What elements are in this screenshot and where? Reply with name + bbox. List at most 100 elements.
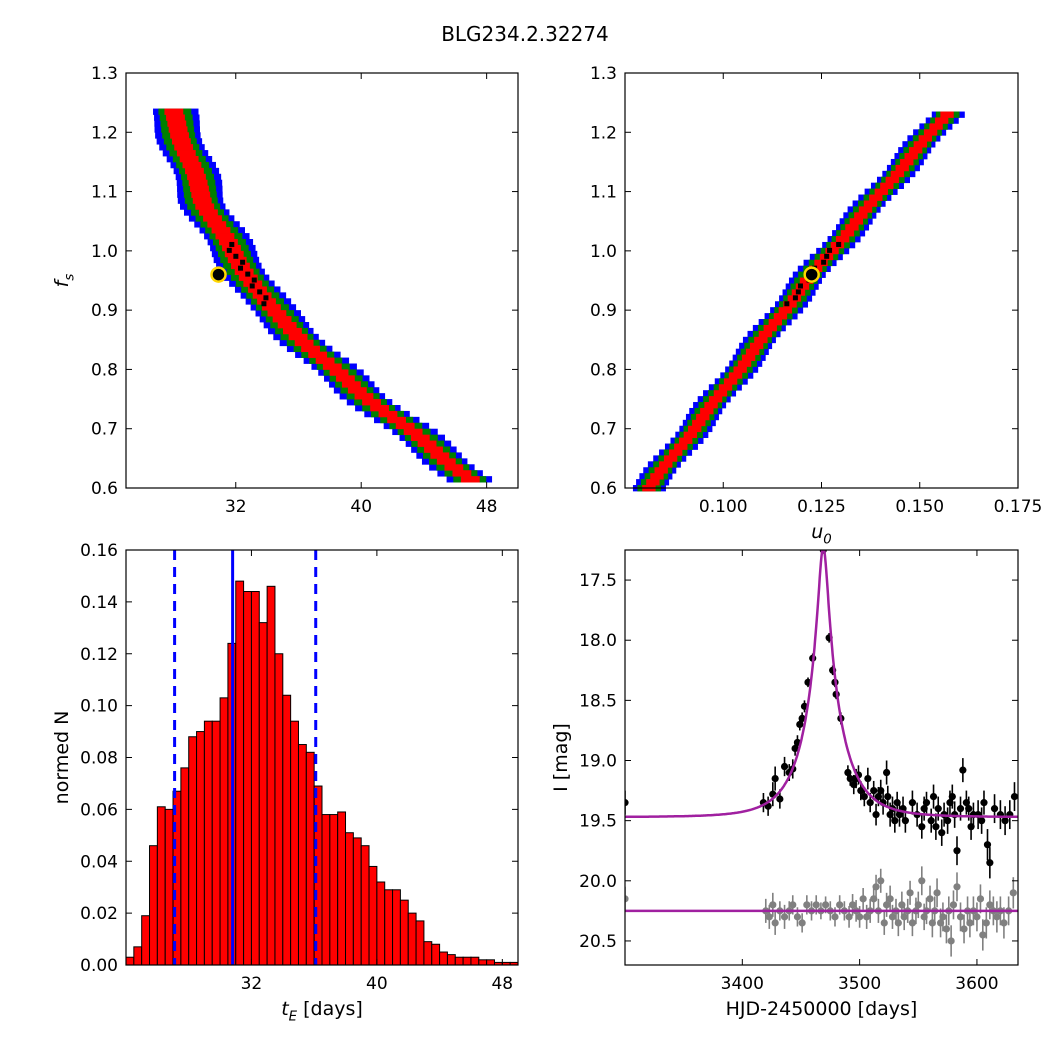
panel-fs-u0-cell-inner xyxy=(854,212,868,219)
panel-te-hist-bar xyxy=(133,946,143,966)
panel-fs-u0-cell-inner xyxy=(929,123,943,130)
panel-fs-te-cell-inner xyxy=(322,363,342,370)
panel-te-hist-bar xyxy=(337,811,347,966)
panel-fs-te-cell-inner xyxy=(252,292,272,299)
panel-light-curve-xtick-label: 3400 xyxy=(721,974,764,994)
panel-fs-te-cell-inner xyxy=(185,167,204,175)
panel-fs-te-cell-inner xyxy=(182,161,202,169)
panel-light-curve-lens-point xyxy=(990,805,999,813)
panel-fs-te-ylabel: fs xyxy=(51,274,78,288)
panel-light-curve-lens-point xyxy=(780,762,789,771)
panel-te-hist-bars xyxy=(125,550,519,966)
panel-te-hist-ytick-label: 0.10 xyxy=(80,697,118,717)
panel-fs-u0-xtick-label: 0.150 xyxy=(895,497,944,517)
panel-te-hist-frame xyxy=(125,549,519,966)
panel-fs-te-cell-inner xyxy=(176,150,196,157)
panel-fs-u0-cell-inner xyxy=(700,407,714,415)
panel-fs-u0-cell-inner xyxy=(679,437,693,444)
panel-fs-u0-cell-inner xyxy=(696,413,710,421)
panel-light-curve-comparison-point xyxy=(986,901,994,909)
panel-fs-te-cell-inner xyxy=(403,428,423,436)
panel-light-curve-comparison-point xyxy=(836,901,844,909)
panel-light-curve-comparison-point xyxy=(886,895,894,903)
panel-fs-u0-cell-inner xyxy=(880,182,894,190)
panel-light-curve-lens-point xyxy=(934,805,942,813)
panel-fs-u0-cell-inner xyxy=(733,366,747,373)
panel-fs-te-cell-inner xyxy=(234,268,254,275)
panel-fs-u0-ytick-label: 0.9 xyxy=(590,301,617,321)
panel-fs-te-cell-inner xyxy=(238,274,258,281)
panel-fs-u0-cell-inner xyxy=(688,425,702,433)
panel-fs-u0-cells xyxy=(632,111,965,492)
panel-fs-u0-cell-inner xyxy=(683,431,698,439)
panel-te-hist-bar xyxy=(399,899,409,966)
panel-fs-u0-cell-inner xyxy=(650,473,664,480)
panel-fs-te-cell-inner xyxy=(174,144,194,151)
panel-light-curve-model-curve xyxy=(625,550,1018,819)
panel-fs-u0-cell-best xyxy=(836,241,842,247)
panel-fs-te-cell-inner xyxy=(410,434,430,441)
panel-fs-te-cell-inner xyxy=(168,126,188,133)
panel-fs-te-cell-inner xyxy=(166,114,185,121)
panel-light-curve-comparison-point xyxy=(863,913,871,921)
panel-fs-te-cell-inner xyxy=(192,197,212,204)
panel-te-hist-bar xyxy=(415,920,425,966)
panel-light-curve-comparison-point xyxy=(906,889,914,897)
panel-light-curve-lens-point xyxy=(883,768,891,777)
panel-fs-te-cell-best xyxy=(233,253,239,259)
panel-fs-te-cell-inner xyxy=(187,173,206,181)
panel-te-hist-ytick-label: 0.14 xyxy=(80,593,118,613)
panel-light-curve-lens-point xyxy=(895,811,904,819)
panel-fs-u0-cell-inner xyxy=(754,336,768,344)
panel-fs-u0-cell-inner xyxy=(768,319,783,326)
panel-fs-te-cell-inner xyxy=(191,191,211,198)
panel-fs-u0-cell-inner xyxy=(918,135,932,142)
panel-fs-te-cell-best xyxy=(261,301,267,307)
panel-fs-te-cell-inner xyxy=(370,405,389,412)
panel-light-curve-lens-point xyxy=(891,817,899,825)
panel-fs-te-cell-inner xyxy=(277,322,297,329)
panel-fs-te-cell-inner xyxy=(460,476,480,483)
panel-fs-u0-cell-inner xyxy=(904,153,918,160)
panel-fs-u0-axes: 0.100 0.125 0.150 0.175 0.6 0.7 0.8 0.9 1.0 1.1 1.… xyxy=(590,64,1042,548)
panel-te-hist-bar xyxy=(180,767,190,966)
panel-fs-te-cell-inner xyxy=(430,452,450,459)
panel-fs-u0-cell-inner xyxy=(737,360,752,367)
panel-fs-u0-cell-inner xyxy=(758,330,773,338)
panel-fs-u0-cell-inner xyxy=(913,141,928,148)
panel-te-hist-ytick-label: 0.06 xyxy=(80,800,118,820)
panel-fs-u0-cell-inner xyxy=(663,455,678,462)
panel-light-curve-comparison-point xyxy=(894,919,902,927)
panel-te-hist-xlabel: tE [days] xyxy=(281,998,363,1025)
panel-light-curve-comparison-point xyxy=(877,877,885,885)
panel-fs-u0-cell-inner xyxy=(908,147,923,154)
panel-fs-u0-cell-best xyxy=(784,301,790,307)
panel-te-hist-xtick-label: 48 xyxy=(491,974,513,994)
panel-light-curve-xtick-label: 3500 xyxy=(838,974,881,994)
panel-light-curve-comparison-point xyxy=(914,901,922,909)
panel-light-curve-comparison-point xyxy=(793,913,802,921)
panel-te-hist-ytick-label: 0.16 xyxy=(80,541,118,561)
panel-fs-u0-cell-inner xyxy=(940,111,954,118)
panel-fs-u0-xtick-label: 0.175 xyxy=(994,497,1043,517)
panel-fs-u0-cell-inner xyxy=(934,117,949,124)
panel-light-curve-lens-point xyxy=(860,792,868,801)
panel-fs-te-cell-best xyxy=(251,277,257,283)
panel-te-hist-ytick-label: 0.00 xyxy=(80,956,118,976)
panel-fs-u0-cell-inner xyxy=(704,402,718,409)
panel-light-curve-comparison-point xyxy=(798,919,806,927)
panel-te-hist-bar xyxy=(274,653,284,966)
panel-te-hist-ylabel: normed N xyxy=(51,711,73,805)
panel-light-curve-ytick-label: 19.5 xyxy=(579,812,617,832)
panel-light-curve-lens-point xyxy=(884,792,892,801)
panel-light-curve-comparison-point xyxy=(822,901,830,909)
panel-fs-u0-cell-best xyxy=(821,259,827,265)
panel-fs-te-cell-inner xyxy=(315,357,335,364)
panel-fs-u0-cell-best xyxy=(792,295,798,301)
panel-te-hist-bar xyxy=(392,889,401,966)
panel-te-hist-ytick-label: 0.08 xyxy=(80,749,118,769)
panel-fs-u0-cell-inner xyxy=(814,259,828,267)
panel-light-curve-lens-point xyxy=(776,795,784,803)
panel-light-curve-comparison-point xyxy=(803,901,811,909)
panel-fs-te-cell-inner xyxy=(188,179,208,187)
